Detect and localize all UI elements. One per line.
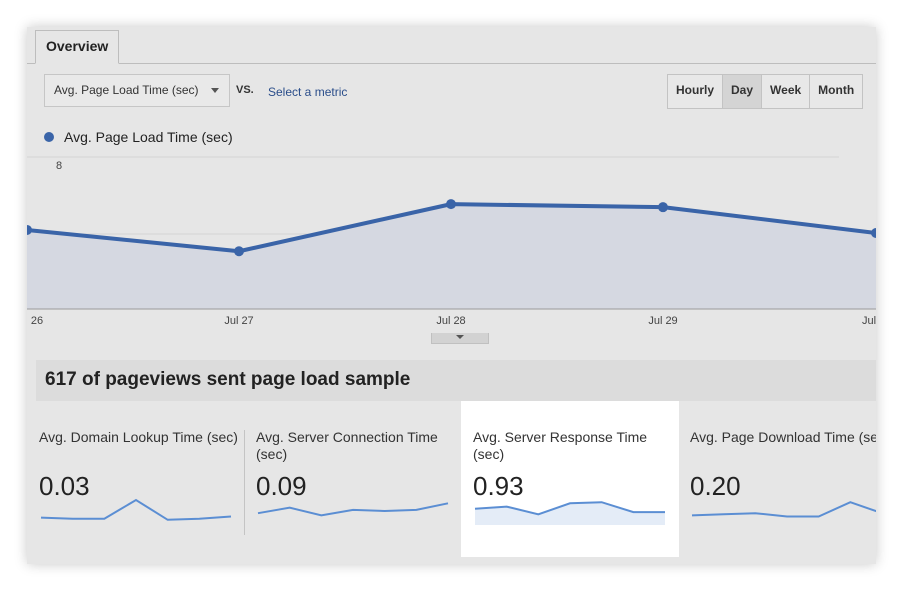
sample-title: 617 of pageviews sent page load sample [45,369,411,390]
x-tick-label: Jul 29 [648,315,678,327]
card-title: Avg. Server Response Time (sec) [473,429,648,462]
range-week-button[interactable]: Week [761,75,810,108]
card-title: Avg. Server Connection Time (sec) [256,429,438,462]
series-area [27,204,876,309]
sparkline-line [474,501,665,516]
metric-dropdown-value: Avg. Page Load Time (sec) [54,83,199,97]
sample-header: 617 of pageviews sent page load sample [36,360,876,401]
card-value: 0.20 [690,471,741,501]
legend-dot-icon [44,132,54,142]
chart-collapse-handle[interactable] [431,333,489,344]
card-title: Avg. Domain Lookup Time (sec) [39,429,238,445]
sparkline [40,498,232,521]
legend-series-label: Avg. Page Load Time (sec) [64,129,233,145]
metric-card-server-response[interactable]: Avg. Server Response Time (sec) 0.93 [461,401,679,557]
sparkline-area [475,502,665,525]
chevron-down-icon [456,335,464,339]
sparkline [474,501,665,525]
tab-overview[interactable]: Overview [35,30,120,64]
metric-dropdown[interactable]: Avg. Page Load Time (sec) [44,74,230,107]
x-tick-label: Jul 28 [436,315,466,327]
metric-card-server-connection[interactable]: Avg. Server Connection Time (sec) 0.09 [256,419,466,559]
data-point[interactable] [658,202,668,213]
time-range-toggle: Hourly Day Week Month [667,74,864,109]
card-value: 0.03 [39,471,90,501]
x-tick-label: Jul [861,315,876,327]
page-load-line-chart [27,156,876,310]
vs-label: VS. [236,84,254,96]
y-tick-label: 8 [56,160,63,172]
card-value: 0.93 [473,471,524,501]
sparkline-line [257,502,449,517]
x-tick-label: Jul 27 [224,315,254,327]
sparkline [257,502,449,517]
range-hourly-button[interactable]: Hourly [668,75,723,108]
range-month-button[interactable]: Month [809,75,863,108]
tab-strip: Overview [27,27,876,64]
range-day-button[interactable]: Day [722,75,762,108]
chart-legend: Avg. Page Load Time (sec) [44,129,233,145]
metric-card-page-download[interactable]: Avg. Page Download Time (sec) 0.20 [690,419,876,559]
analytics-overview-panel: Overview Avg. Page Load Time (sec) VS. S… [27,27,876,564]
data-point[interactable] [446,199,456,210]
select-metric-link[interactable]: Select a metric [268,85,348,99]
card-title: Avg. Page Download Time (sec) [690,429,876,445]
x-tick-label: 26 [30,315,44,327]
sparkline-line [691,501,876,518]
data-point[interactable] [871,228,876,238]
card-value: 0.09 [256,471,307,501]
sparkline-line [40,498,232,521]
data-point[interactable] [27,224,32,235]
metric-card-domain-lookup[interactable]: Avg. Domain Lookup Time (sec) 0.03 [39,419,249,559]
data-point[interactable] [234,246,244,257]
sparkline [691,501,876,518]
dropdown-caret-icon [211,88,219,93]
card-divider [244,430,245,535]
